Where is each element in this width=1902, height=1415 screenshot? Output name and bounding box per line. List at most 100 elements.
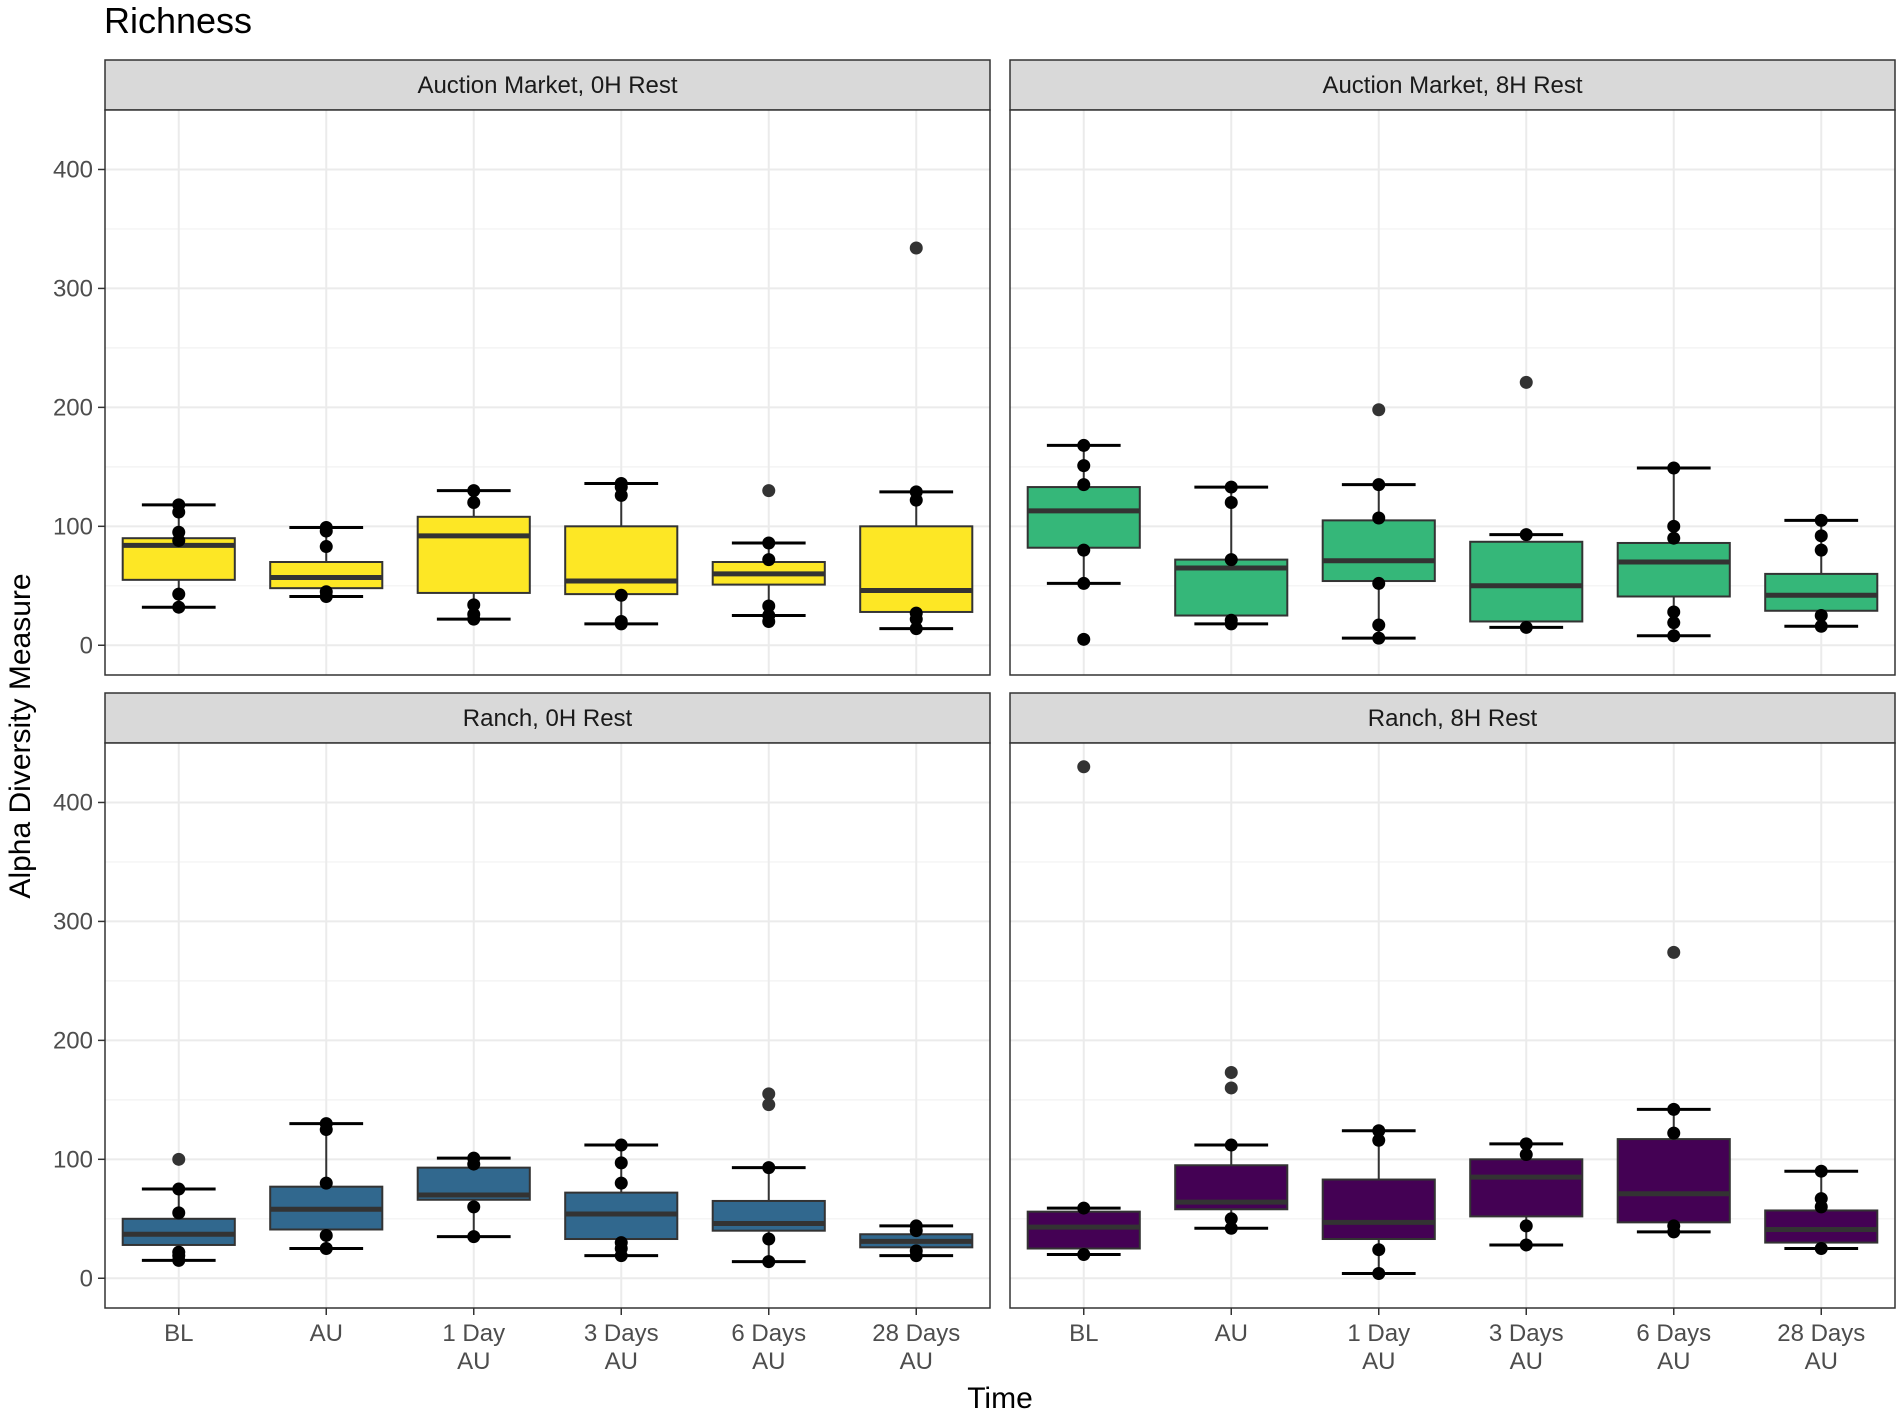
data-point xyxy=(1077,543,1091,557)
y-tick-label: 200 xyxy=(53,1027,93,1054)
box-body xyxy=(1469,540,1584,623)
x-tick-label-line: AU xyxy=(1510,1348,1543,1375)
data-point xyxy=(172,600,186,614)
box-body xyxy=(1616,541,1731,598)
data-point xyxy=(1519,1148,1533,1162)
data-point xyxy=(762,553,776,567)
data-point xyxy=(1814,1164,1828,1178)
data-point xyxy=(172,525,186,539)
chart-title: Richness xyxy=(104,0,252,41)
plot-background xyxy=(105,743,990,1308)
outlier-point xyxy=(762,1098,776,1112)
data-point xyxy=(467,1151,481,1165)
y-tick-label: 0 xyxy=(80,1265,93,1292)
box-2 xyxy=(269,521,384,603)
box-body xyxy=(1026,1210,1141,1250)
outlier-point xyxy=(762,484,776,498)
box-2 xyxy=(1174,480,1289,631)
y-tick-label: 300 xyxy=(53,275,93,302)
data-point xyxy=(1224,553,1238,567)
data-point xyxy=(467,1200,481,1214)
data-point xyxy=(1372,1243,1386,1257)
data-point xyxy=(762,1161,776,1175)
data-point xyxy=(1667,605,1681,619)
box-body xyxy=(1764,572,1879,612)
data-point xyxy=(1814,513,1828,527)
data-point xyxy=(614,1156,628,1170)
data-point xyxy=(172,1245,186,1259)
box-6 xyxy=(1764,513,1879,633)
data-point xyxy=(762,536,776,550)
data-point xyxy=(1077,438,1091,452)
facet-strip-label: Ranch, 8H Rest xyxy=(1368,705,1538,732)
data-point xyxy=(172,498,186,512)
facet-strip-label: Auction Market, 8H Rest xyxy=(1322,72,1582,99)
y-tick-label: 300 xyxy=(53,908,93,935)
x-tick-label: 3 Days AU xyxy=(1489,1320,1564,1375)
box-body xyxy=(1469,1158,1584,1218)
x-tick-label: BL xyxy=(164,1320,193,1347)
facet-strip xyxy=(1009,59,1896,111)
data-point xyxy=(614,1236,628,1250)
data-point xyxy=(319,1176,333,1190)
box-2 xyxy=(269,1117,384,1256)
box-1 xyxy=(121,1152,236,1267)
data-point xyxy=(909,622,923,636)
box-4 xyxy=(1469,375,1584,634)
data-point xyxy=(1224,1221,1238,1235)
facet-strip-label: Auction Market, 0H Rest xyxy=(417,72,677,99)
box-5 xyxy=(1616,945,1731,1239)
data-point xyxy=(319,1242,333,1256)
box-6 xyxy=(1764,1164,1879,1256)
outlier-point xyxy=(1077,760,1091,774)
x-tick-label-line: 1 Day xyxy=(442,1320,505,1347)
x-tick-label-line: AU xyxy=(1362,1348,1395,1375)
y-tick-label: 100 xyxy=(53,1146,93,1173)
data-point xyxy=(172,1206,186,1220)
data-point xyxy=(319,1117,333,1131)
data-point xyxy=(1077,1201,1091,1215)
panel-border xyxy=(1009,742,1896,1309)
x-tick-label-line: 1 Day xyxy=(1347,1320,1410,1347)
data-point xyxy=(319,540,333,554)
plot-background xyxy=(1010,110,1895,675)
outlier-point xyxy=(172,1152,186,1166)
data-point xyxy=(1814,1192,1828,1206)
x-tick-label-line: AU xyxy=(900,1348,933,1375)
box-body xyxy=(1026,486,1141,549)
box-body xyxy=(1764,1209,1879,1244)
data-point xyxy=(614,1176,628,1190)
box-5 xyxy=(711,1087,826,1269)
x-tick-label: AU xyxy=(1215,1320,1248,1347)
facet-panels: Auction Market, 0H Rest 0 100 200 300 400 Auct… xyxy=(53,59,1896,1375)
outlier-point xyxy=(1224,1065,1238,1079)
y-tick-label: 400 xyxy=(53,156,93,183)
data-point xyxy=(467,496,481,510)
data-point xyxy=(1224,1212,1238,1226)
outlier-point xyxy=(1372,403,1386,417)
data-point xyxy=(319,1228,333,1242)
box-5 xyxy=(1616,461,1731,643)
data-point xyxy=(319,585,333,599)
box-4 xyxy=(564,1138,679,1263)
box-6 xyxy=(859,241,974,636)
data-point xyxy=(1519,1219,1533,1233)
facet-strip xyxy=(104,59,991,111)
data-point xyxy=(1077,459,1091,473)
data-point xyxy=(909,485,923,499)
data-point xyxy=(467,598,481,612)
outlier-point xyxy=(1519,375,1533,389)
data-point xyxy=(1372,631,1386,645)
data-point xyxy=(467,607,481,621)
facet-strip xyxy=(104,692,991,744)
x-tick-label-line: AU xyxy=(605,1348,638,1375)
data-point xyxy=(1077,576,1091,590)
data-point xyxy=(1372,1267,1386,1281)
data-point xyxy=(1814,1242,1828,1256)
data-point xyxy=(762,1255,776,1269)
outlier-point xyxy=(762,1087,776,1101)
data-point xyxy=(1667,531,1681,545)
data-point xyxy=(1667,519,1681,533)
